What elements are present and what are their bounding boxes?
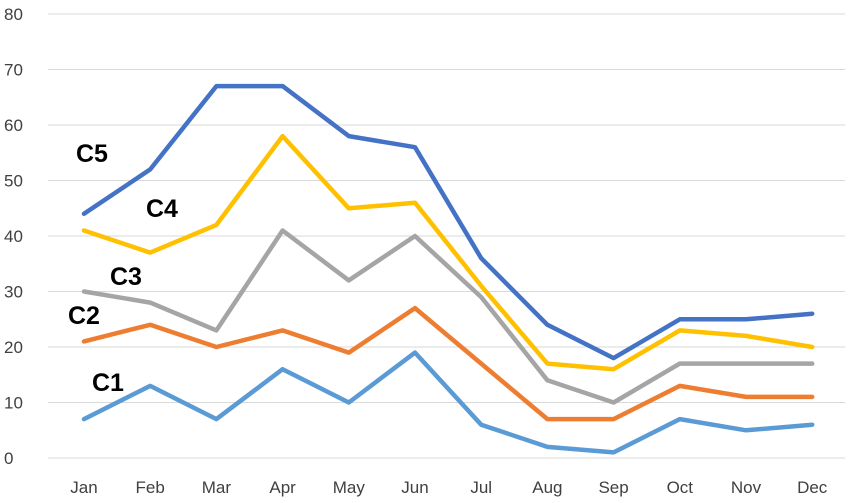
y-tick-label: 0 [4, 449, 13, 468]
series-line-c4 [81, 133, 815, 372]
series-line-c5 [81, 83, 815, 361]
series-label-c3: C3 [110, 263, 142, 291]
y-tick-label: 20 [4, 338, 23, 357]
x-tick-label: Mar [202, 478, 232, 497]
y-tick-label: 40 [4, 227, 23, 246]
x-tick-label: Jul [470, 478, 492, 497]
series-label-c4: C4 [146, 195, 178, 223]
x-tick-label: Aug [532, 478, 562, 497]
x-tick-label: Nov [731, 478, 762, 497]
series-line-c3 [81, 228, 815, 405]
y-tick-label: 70 [4, 61, 23, 80]
series-labels: C1 C2 C3 C4 C5 [68, 140, 178, 397]
x-tick-label: Apr [269, 478, 296, 497]
x-tick-label: Jun [401, 478, 428, 497]
y-tick-label: 60 [4, 116, 23, 135]
x-tick-label: Feb [136, 478, 165, 497]
x-tick-label: May [333, 478, 366, 497]
series-line-c1 [81, 350, 815, 455]
x-tick-label: Oct [667, 478, 694, 497]
series-lines [81, 83, 815, 455]
x-tick-label: Jan [70, 478, 97, 497]
series-label-c1: C1 [92, 369, 124, 397]
series-label-c2: C2 [68, 302, 100, 330]
series-line-c2 [81, 305, 815, 422]
y-tick-label: 30 [4, 283, 23, 302]
y-tick-label: 10 [4, 394, 23, 413]
y-tick-label: 50 [4, 172, 23, 191]
y-axis-tick-labels: 0 10 20 30 40 50 60 70 80 [4, 5, 23, 468]
series-label-c5: C5 [76, 140, 108, 168]
x-axis-tick-labels: Jan Feb Mar Apr May Jun Jul Aug Sep Oct Nov Dec [70, 478, 828, 497]
x-tick-label: Sep [598, 478, 628, 497]
x-tick-label: Dec [797, 478, 828, 497]
y-tick-label: 80 [4, 5, 23, 24]
